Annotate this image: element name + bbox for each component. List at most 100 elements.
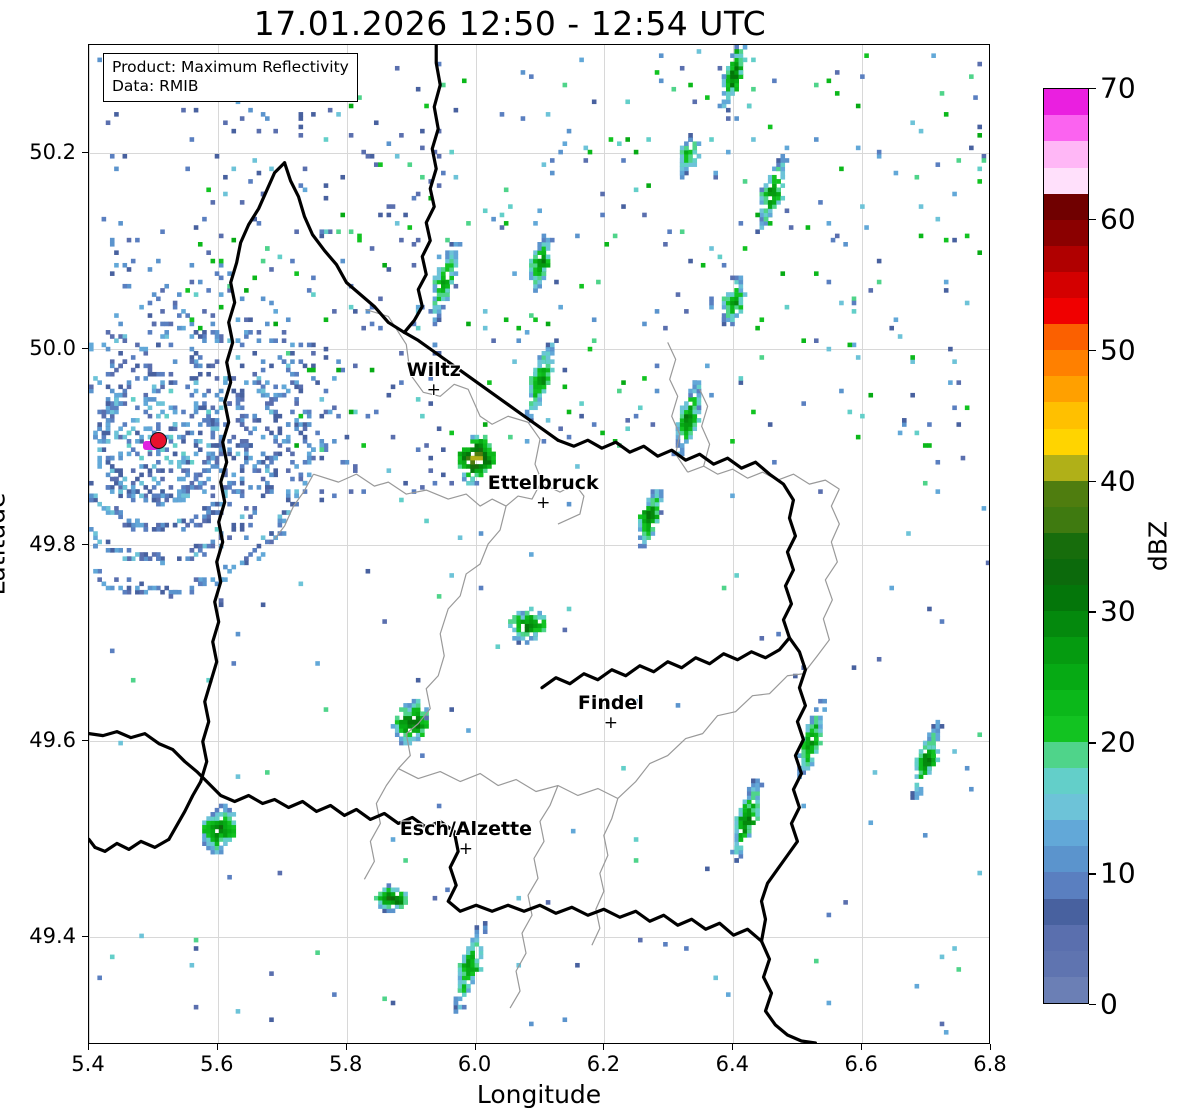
- y-axis-title: Latitude: [0, 492, 11, 596]
- x-tick: [474, 1044, 476, 1050]
- gridline-vertical: [89, 45, 90, 1043]
- colorbar-band-9: [1044, 741, 1088, 769]
- radar-echo-layer: [89, 45, 989, 1035]
- colorbar-tick-label: 60: [1100, 202, 1136, 236]
- national-border: [89, 45, 817, 1043]
- y-tick: [82, 347, 88, 349]
- x-tick-label: 5.8: [329, 1052, 363, 1076]
- colorbar-tick-label: 30: [1100, 594, 1136, 628]
- colorbar-band-28: [1044, 245, 1088, 272]
- colorbar-band-30: [1044, 193, 1088, 220]
- colorbar-band-25: [1044, 324, 1088, 351]
- colorbar-band-15: [1044, 585, 1088, 612]
- colorbar-tick: [1089, 480, 1096, 482]
- x-tick-label: 5.4: [71, 1052, 105, 1076]
- colorbar-tick-label: 0: [1100, 987, 1118, 1021]
- colorbar-band-12: [1044, 663, 1088, 690]
- colorbar-tick-label: 50: [1100, 333, 1136, 367]
- y-tick: [82, 544, 88, 545]
- x-tick: [88, 1044, 89, 1050]
- x-tick: [603, 1044, 605, 1050]
- colorbar-band-32: [1044, 141, 1088, 168]
- colorbar-band-31: [1044, 167, 1088, 194]
- colorbar-band-0: [1044, 976, 1088, 1003]
- colorbar-tick-label: 20: [1100, 725, 1136, 759]
- y-tick: [82, 151, 88, 153]
- colorbar-band-4: [1044, 872, 1088, 899]
- x-tick-label: 6.8: [973, 1052, 1007, 1076]
- colorbar-tick: [1089, 873, 1096, 875]
- colorbar-band-18: [1044, 506, 1088, 534]
- colorbar-band-6: [1044, 820, 1088, 847]
- colorbar-bands: [1044, 89, 1088, 1003]
- y-tick-label: 50.2: [29, 139, 76, 164]
- y-tick-label: 49.4: [29, 924, 76, 949]
- map-vector-layer: [89, 45, 989, 1043]
- x-tick: [345, 1044, 347, 1050]
- radar-plot-area[interactable]: Wiltz + Ettelbruck + Findel + Esch/Alzette + Pr…: [88, 44, 990, 1044]
- gridline-vertical: [217, 45, 219, 1043]
- colorbar-band-2: [1044, 924, 1088, 951]
- y-tick-label: 49.8: [29, 532, 76, 556]
- colorbar-tick: [1089, 349, 1096, 352]
- colorbar-band-23: [1044, 376, 1088, 403]
- page-title: 17.01.2026 12:50 - 12:54 UTC: [253, 4, 767, 43]
- map-canvas: [89, 45, 989, 1043]
- x-tick-label: 6.0: [457, 1052, 492, 1076]
- colorbar-band-29: [1044, 219, 1088, 246]
- gridline-horizontal: [89, 152, 989, 154]
- x-tick: [216, 1044, 218, 1050]
- colorbar-tick: [1089, 1004, 1096, 1006]
- gridline-vertical: [346, 45, 348, 1043]
- colorbar-tick-label: 70: [1100, 71, 1136, 105]
- colorbar-band-14: [1044, 611, 1088, 638]
- colorbar-tick: [1089, 611, 1096, 613]
- x-tick: [732, 1044, 734, 1050]
- colorbar-band-21: [1044, 428, 1088, 455]
- colorbar-band-26: [1044, 298, 1088, 325]
- y-tick-label: 49.6: [29, 728, 76, 753]
- gridline-vertical: [733, 45, 735, 1043]
- colorbar-band-10: [1044, 715, 1088, 742]
- product-info-box: Product: Maximum Reflectivity Data: RMIB: [103, 53, 358, 102]
- gridline-horizontal: [89, 545, 989, 546]
- y-tick-label: 50.0: [29, 335, 76, 360]
- colorbar-tick: [1089, 88, 1096, 90]
- gridline-horizontal: [89, 741, 989, 743]
- x-tick-label: 5.6: [200, 1052, 234, 1076]
- data-source-line: Data: RMIB: [112, 76, 199, 95]
- y-tick: [82, 936, 88, 938]
- product-line: Product: Maximum Reflectivity: [112, 58, 349, 76]
- colorbar-tick: [1089, 742, 1096, 744]
- colorbar-band-20: [1044, 454, 1088, 481]
- colorbar-title: dBZ: [1143, 520, 1173, 572]
- colorbar-band-34: [1044, 89, 1088, 116]
- gridline-horizontal: [89, 348, 989, 350]
- colorbar-band-33: [1044, 115, 1088, 142]
- x-axis-title: Longitude: [476, 1080, 602, 1109]
- colorbar: [1043, 88, 1089, 1004]
- colorbar-band-17: [1044, 533, 1088, 560]
- x-tick-label: 6.6: [844, 1052, 878, 1076]
- colorbar-tick: [1089, 218, 1096, 221]
- x-tick-label: 6.4: [715, 1052, 749, 1076]
- gridline-vertical: [862, 45, 864, 1043]
- x-tick-label: 6.2: [586, 1052, 621, 1076]
- x-tick: [861, 1044, 863, 1050]
- colorbar-band-5: [1044, 846, 1088, 873]
- district-boundaries: [274, 308, 840, 1009]
- gridline-vertical: [475, 45, 477, 1043]
- colorbar-band-13: [1044, 637, 1088, 664]
- gridline-vertical: [604, 45, 606, 1043]
- colorbar-band-22: [1044, 402, 1088, 429]
- colorbar-band-11: [1044, 689, 1088, 716]
- gridline-horizontal: [89, 937, 989, 939]
- colorbar-band-24: [1044, 350, 1088, 377]
- colorbar-band-3: [1044, 898, 1088, 925]
- y-tick: [82, 740, 88, 742]
- colorbar-band-8: [1044, 768, 1088, 795]
- colorbar-tick-label: 10: [1100, 856, 1136, 890]
- x-tick: [990, 1044, 991, 1050]
- colorbar-tick-label: 40: [1100, 464, 1136, 498]
- colorbar-band-19: [1044, 480, 1088, 507]
